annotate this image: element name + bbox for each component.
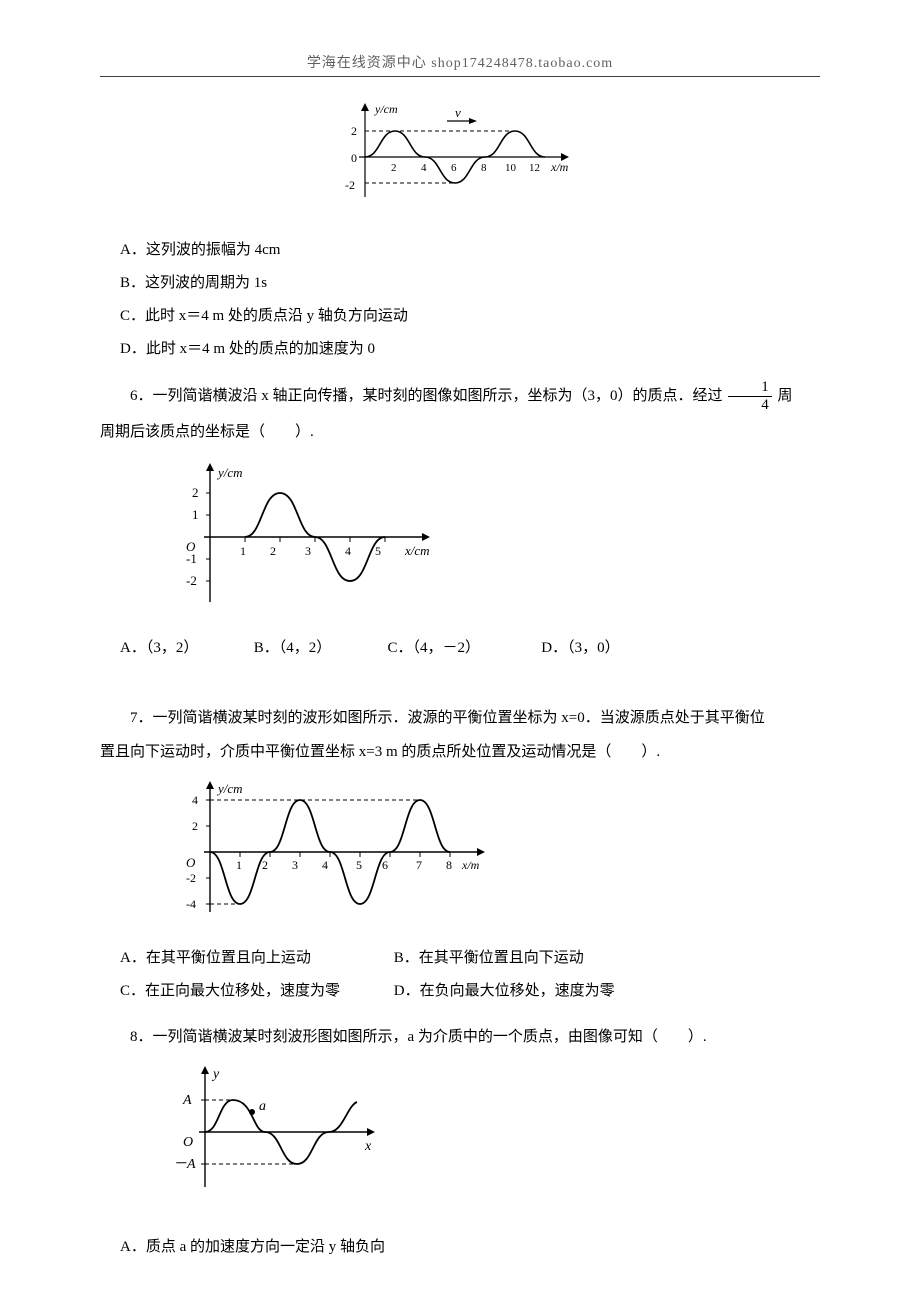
q5-xt-4: 4: [421, 162, 427, 174]
q6-xlabel: x/cm: [404, 543, 430, 558]
q7-xt-5: 5: [356, 858, 362, 872]
q7-xt-2: 2: [262, 858, 268, 872]
q5-opt-d: D．此时 x＝4 m 处的质点的加速度为 0: [120, 333, 820, 366]
q5-xt-2: 2: [391, 162, 397, 174]
q8-xlabel: x: [364, 1139, 372, 1154]
q6-stem: 6．一列简谐横波沿 x 轴正向传播，某时刻的图像如图所示，坐标为（3，0）的质点…: [100, 380, 820, 413]
q7-xt-3: 3: [292, 858, 298, 872]
q6-ylabel: y/cm: [216, 465, 243, 480]
q6-yt-1: 1: [192, 507, 199, 522]
q7-stem-a: 7．一列简谐横波某时刻的波形如图所示．波源的平衡位置坐标为 x=0．当波源质点处…: [100, 703, 820, 733]
q7-xt-8: 8: [446, 858, 452, 872]
q6-xt-5: 5: [375, 544, 381, 558]
q5-opt-b: B．这列波的周期为 1s: [120, 267, 820, 300]
q6-yt-2: 2: [192, 485, 199, 500]
q8-a-label: a: [259, 1099, 266, 1114]
q5-xlabel: x/m: [550, 160, 569, 174]
q5-xt-10: 10: [505, 162, 517, 174]
q6-fraction: 1 4: [728, 380, 772, 413]
q7-options-row1: A．在其平衡位置且向上运动 B．在其平衡位置且向下运动: [120, 942, 820, 975]
svg-text:O: O: [183, 1135, 193, 1150]
q7-options-row2: C．在正向最大位移处，速度为零 D．在负向最大位移处，速度为零: [120, 975, 820, 1008]
q6-stem-b: 周期后该质点的坐标是（ ）.: [100, 417, 820, 447]
q5-v-label: v: [455, 105, 461, 120]
q8-chart: y x O A －A a: [170, 1062, 820, 1207]
q6-xt-3: 3: [305, 544, 311, 558]
q8-Apos: A: [182, 1093, 192, 1108]
q5-xt-12: 12: [529, 162, 540, 174]
q5-xt-8: 8: [481, 162, 487, 174]
q5-ytick-2: 2: [351, 124, 357, 138]
q8-ylabel: y: [211, 1067, 220, 1082]
q6-options: A．（3，2） B．（4，2） C．（4，－2） D．（3，0）: [120, 632, 820, 665]
header-rule: [100, 76, 820, 77]
page-header: 学海在线资源中心 shop174248478.taobao.com: [100, 52, 820, 72]
q8-opt-a: A．质点 a 的加速度方向一定沿 y 轴负向: [120, 1231, 820, 1264]
q7-stem-b: 置且向下运动时，介质中平衡位置坐标 x=3 m 的质点所处位置及运动情况是（ ）…: [100, 737, 820, 767]
q7-xt-7: 7: [416, 858, 422, 872]
q5-opt-a: A．这列波的振幅为 4cm: [120, 234, 820, 267]
q7-ylabel: y/cm: [216, 781, 243, 796]
q7-yt-n2: -2: [186, 871, 196, 885]
q5-ytick-0: 0: [351, 151, 357, 165]
q6-chart: 2 1 -1 -2 O y/cm 1 2 3 4 5 x/cm: [170, 457, 820, 622]
q5-opt-c: C．此时 x＝4 m 处的质点沿 y 轴负方向运动: [120, 300, 820, 333]
q7-xlabel: x/m: [461, 858, 480, 872]
svg-text:O: O: [186, 539, 196, 554]
q5-chart: y/cm 2 0 -2 2 4 6 8 10 12 x/m v: [100, 97, 820, 222]
q8-Aneg: －A: [173, 1157, 196, 1172]
q7-yt-2: 2: [192, 819, 198, 833]
q7-yt-n4: -4: [186, 897, 196, 911]
q8-stem: 8．一列简谐横波某时刻波形图如图所示，a 为介质中的一个质点，由图像可知（ ）.: [100, 1022, 820, 1052]
q6-yt-n2: -2: [186, 573, 197, 588]
q5-ylabel: y/cm: [374, 102, 398, 116]
q6-xt-1: 1: [240, 544, 246, 558]
q5-ytick-neg2: -2: [345, 178, 355, 192]
q7-xt-4: 4: [322, 858, 328, 872]
q5-xt-6: 6: [451, 162, 457, 174]
q7-xt-6: 6: [382, 858, 388, 872]
q6-xt-2: 2: [270, 544, 276, 558]
q7-chart: y/cm O 4 2 -2 -4 1 2 3 4: [170, 777, 820, 932]
svg-text:O: O: [186, 855, 196, 870]
q7-xt-1: 1: [236, 858, 242, 872]
q6-xt-4: 4: [345, 544, 351, 558]
q7-yt-4: 4: [192, 793, 198, 807]
